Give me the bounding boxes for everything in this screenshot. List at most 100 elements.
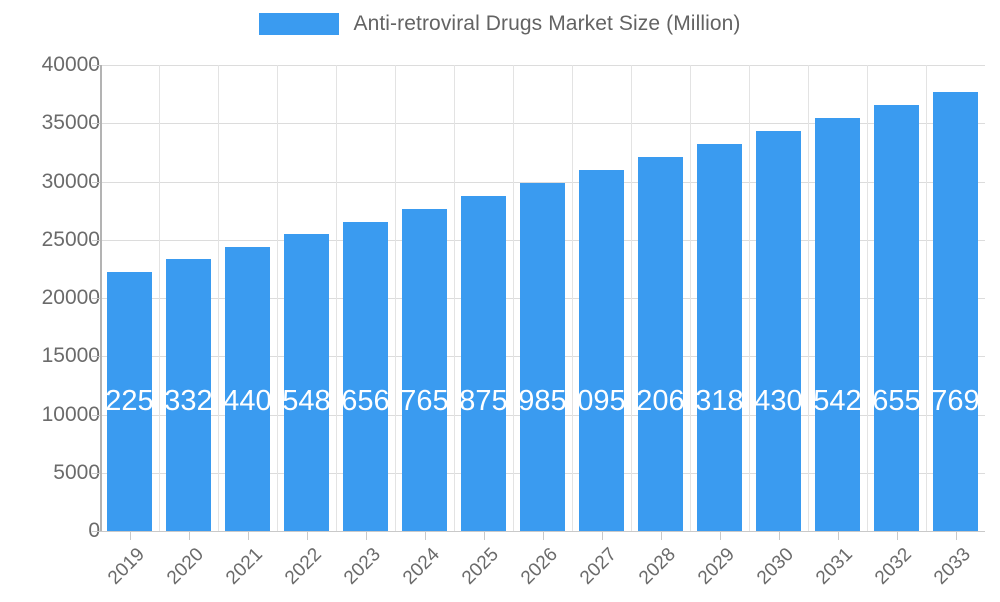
bar-slot: 35425 xyxy=(815,65,860,531)
y-axis-tick-mark xyxy=(92,298,100,299)
y-axis-tick-label: 20000 xyxy=(41,286,100,309)
gridline-vertical xyxy=(277,65,278,531)
x-axis-tick-label: 2022 xyxy=(280,544,326,589)
x-axis-tick-label: 2029 xyxy=(693,544,739,589)
bar-slot: 22250 xyxy=(107,65,152,531)
y-axis-tick-mark xyxy=(92,239,100,241)
x-axis-tick-mark xyxy=(956,531,957,540)
bar-slot: 36555 xyxy=(874,65,919,531)
gridline-vertical xyxy=(159,65,160,531)
x-axis-tick-label: 2024 xyxy=(398,544,444,589)
y-axis: 0 5000 10000 15000 20000 25000 30000 35000 40000 xyxy=(0,0,100,600)
gridline-horizontal xyxy=(100,65,985,66)
y-axis-tick-label: 25000 xyxy=(41,227,100,251)
bar[interactable]: 27655 xyxy=(402,208,447,531)
y-axis-tick-mark xyxy=(92,65,100,66)
bar[interactable]: 35425 xyxy=(815,118,860,531)
bar[interactable]: 33180 xyxy=(697,144,742,531)
x-axis-tick-mark xyxy=(484,531,485,540)
bar[interactable]: 30955 xyxy=(579,170,624,531)
bar[interactable]: 37690 xyxy=(933,91,978,531)
bar-value-label: 33180 xyxy=(697,385,742,417)
gridline-vertical xyxy=(218,65,219,531)
x-axis-tick-label: 2031 xyxy=(811,544,857,589)
y-axis-tick-label: 10000 xyxy=(41,402,100,426)
bar-value-label: 25480 xyxy=(284,385,329,417)
gridline-vertical xyxy=(513,65,514,531)
x-axis-tick-mark xyxy=(779,531,780,540)
gridline-vertical xyxy=(867,65,868,531)
y-axis-tick-label: 35000 xyxy=(41,111,100,135)
bar-value-label: 32065 xyxy=(638,385,683,417)
y-axis-tick-mark xyxy=(92,356,100,358)
bar-value-label: 34300 xyxy=(756,385,801,417)
bar[interactable]: 23320 xyxy=(166,259,211,531)
x-axis-tick-mark xyxy=(248,531,249,540)
x-axis-tick-label: 2020 xyxy=(162,544,208,589)
bar-slot: 33180 xyxy=(697,65,742,531)
gridline-vertical xyxy=(631,65,632,531)
bar[interactable]: 24400 xyxy=(225,246,270,531)
y-axis-tick-mark xyxy=(92,181,100,183)
x-axis-tick-mark xyxy=(307,531,308,540)
y-axis-tick-label: 5000 xyxy=(53,460,100,484)
gridline-vertical xyxy=(336,65,337,531)
bar-slot: 25480 xyxy=(284,65,329,531)
bar-value-label: 29850 xyxy=(520,385,565,417)
bar-value-label: 30955 xyxy=(579,385,624,417)
bar-slot: 28750 xyxy=(461,65,506,531)
x-axis-tick-label: 2027 xyxy=(575,544,621,589)
x-axis-line xyxy=(100,531,985,532)
gridline-vertical xyxy=(454,65,455,531)
bar[interactable]: 29850 xyxy=(520,183,565,531)
gridline-horizontal xyxy=(100,181,985,183)
gridline-vertical xyxy=(926,65,927,531)
bar-slot: 29850 xyxy=(520,65,565,531)
bar-value-label: 28750 xyxy=(461,385,506,417)
bar-value-label: 27655 xyxy=(402,385,447,417)
x-axis-tick-mark xyxy=(189,531,190,540)
bar-slot: 27655 xyxy=(402,65,447,531)
x-axis-tick-mark xyxy=(543,531,544,540)
bar-slot: 24400 xyxy=(225,65,270,531)
bar[interactable]: 28750 xyxy=(461,196,506,531)
y-axis-tick-mark xyxy=(92,531,100,532)
bar[interactable]: 22250 xyxy=(107,271,152,531)
x-axis-tick-mark xyxy=(720,531,721,540)
chart-legend: Anti-retroviral Drugs Market Size (Milli… xyxy=(0,12,1000,36)
gridline-vertical xyxy=(572,65,573,531)
y-axis-tick-label: 40000 xyxy=(41,53,100,76)
x-axis-tick-mark xyxy=(897,531,898,540)
x-axis-tick-label: 2025 xyxy=(457,544,503,589)
x-axis-tick-label: 2023 xyxy=(339,544,385,589)
x-axis-tick-label: 2026 xyxy=(516,544,562,589)
y-axis-tick-label: 0 xyxy=(14,519,100,543)
gridline-vertical xyxy=(690,65,691,531)
x-axis-tick-label: 2019 xyxy=(103,544,149,589)
gridline-vertical xyxy=(395,65,396,531)
bar-value-label: 35425 xyxy=(815,385,860,417)
y-axis-tick-label: 30000 xyxy=(41,169,100,193)
gridline-horizontal xyxy=(100,123,985,125)
x-axis-tick-label: 2032 xyxy=(870,544,916,589)
bar[interactable]: 36555 xyxy=(874,105,919,531)
bar[interactable]: 26565 xyxy=(343,221,388,531)
legend-swatch-anti-retroviral xyxy=(259,13,340,35)
bar-value-label: 22250 xyxy=(107,385,152,417)
gridline-vertical xyxy=(749,65,750,531)
bar-slot: 37690 xyxy=(933,65,978,531)
y-axis-line xyxy=(100,65,102,532)
x-axis-tick-mark xyxy=(130,531,131,540)
legend-label-anti-retroviral: Anti-retroviral Drugs Market Size (Milli… xyxy=(353,12,741,35)
x-axis-tick-mark xyxy=(425,531,426,540)
x-axis-tick-label: 2033 xyxy=(929,544,975,589)
bar-slot: 30955 xyxy=(579,65,624,531)
bar[interactable]: 34300 xyxy=(756,131,801,531)
bar[interactable]: 25480 xyxy=(284,234,329,531)
bar-slot: 32065 xyxy=(638,65,683,531)
bar-value-label: 36555 xyxy=(874,385,919,417)
bar-value-label: 23320 xyxy=(166,385,211,417)
bar[interactable]: 32065 xyxy=(638,157,683,531)
